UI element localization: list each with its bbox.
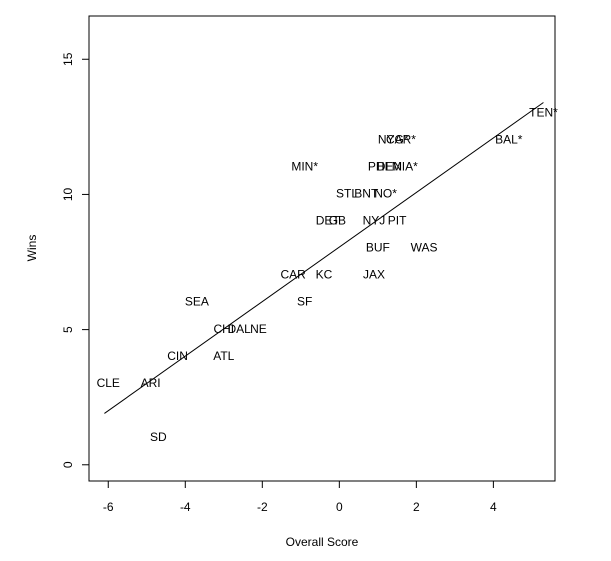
point-label: DEN [377, 160, 402, 174]
x-axis: -6 -4 -2 0 2 4 [103, 480, 497, 514]
x-tick-label: 2 [413, 500, 420, 514]
point-label: BUF [366, 241, 390, 255]
point-label: SD [150, 430, 167, 444]
point-label: SF [297, 295, 312, 309]
point-label: KC [316, 268, 333, 282]
point-label: NE [250, 322, 267, 336]
point-label: STL [336, 187, 358, 201]
point-label: ARI [141, 376, 161, 390]
point-label: NYG* [378, 133, 409, 147]
point-label: NO* [374, 187, 397, 201]
point-label: ATL [213, 349, 234, 363]
y-tick-label: 0 [61, 461, 75, 468]
point-label: CLE [97, 376, 120, 390]
y-axis: 0 5 10 15 [61, 52, 90, 468]
point-label: NYJ [363, 214, 386, 228]
point-label: MIN* [291, 160, 318, 174]
point-label: GB [329, 214, 346, 228]
point-label: BAL* [495, 133, 523, 147]
x-tick-label: -2 [257, 500, 268, 514]
x-tick-label: -4 [180, 500, 191, 514]
point-label: BNT [354, 187, 379, 201]
x-tick-label: 4 [490, 500, 497, 514]
point-label: DET [316, 214, 341, 228]
y-axis-label: Wins [25, 235, 39, 262]
x-tick-label: -6 [103, 500, 114, 514]
point-label: CAR [280, 268, 306, 282]
point-label: CHI [213, 322, 234, 336]
point-label: CIN [167, 349, 188, 363]
point-label: MIA* [392, 160, 418, 174]
point-label: WAS [411, 241, 438, 255]
x-axis-label: Overall Score [286, 535, 359, 549]
y-tick-label: 10 [61, 187, 75, 201]
point-label: TEN* [529, 105, 558, 119]
point-label: JAX [363, 268, 385, 282]
point-label: PIT [388, 214, 407, 228]
point-label: DAL [228, 322, 252, 336]
y-tick-label: 15 [61, 52, 75, 66]
point-label: PHI [368, 160, 388, 174]
x-tick-label: 0 [336, 500, 343, 514]
y-tick-label: 5 [61, 326, 75, 333]
point-label: CAR* [386, 133, 416, 147]
point-label: SEA [185, 295, 209, 309]
regression-line [104, 102, 544, 414]
plot-frame [88, 15, 556, 482]
